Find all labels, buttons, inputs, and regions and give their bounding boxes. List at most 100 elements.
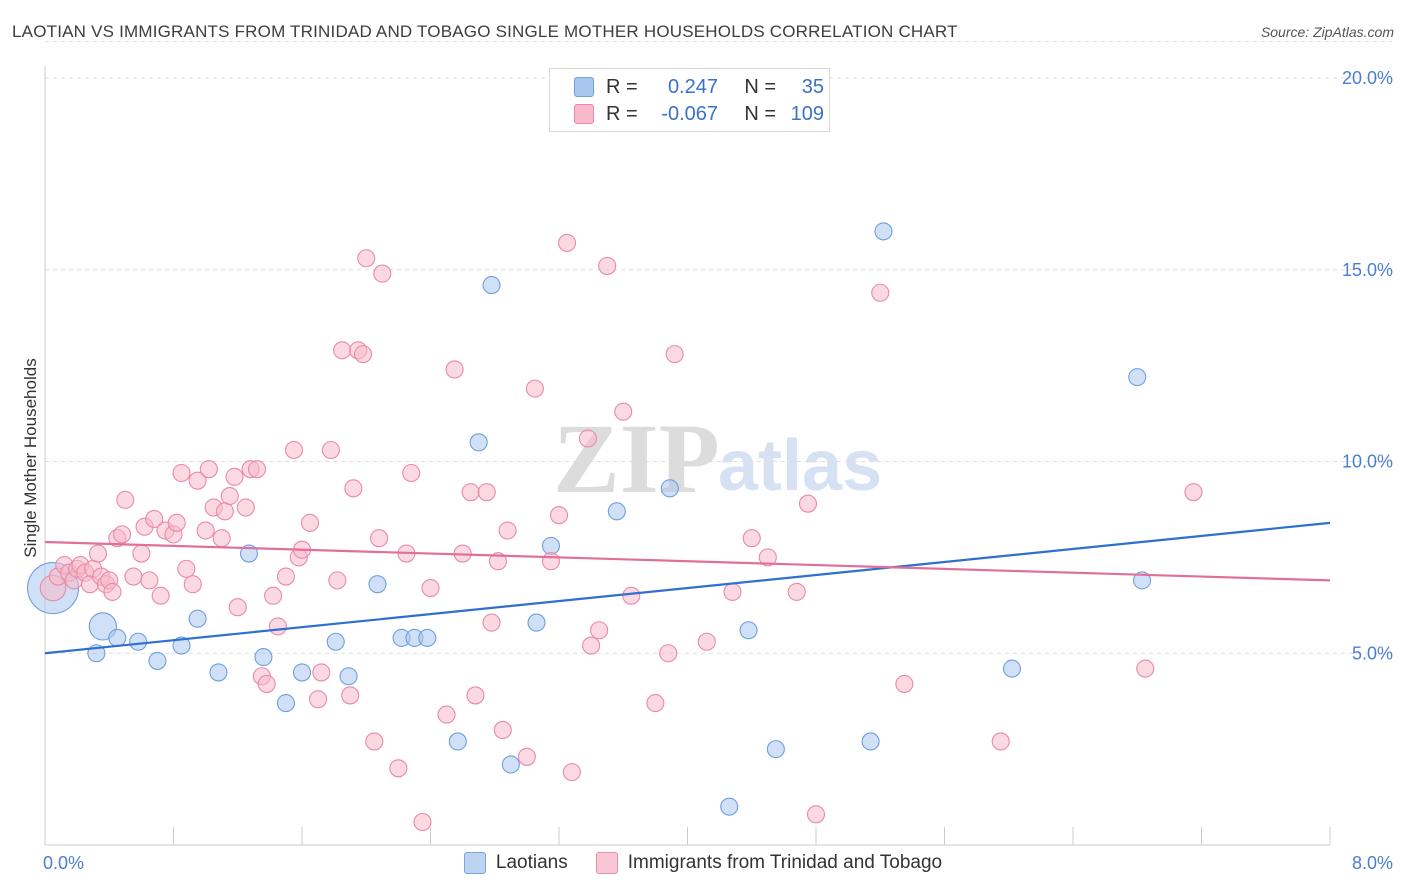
immigrants-point <box>188 471 207 490</box>
legend-r-value: -0.067 <box>661 102 718 125</box>
laotians-point <box>418 628 437 647</box>
immigrants-point <box>264 586 283 605</box>
immigrants-point <box>116 490 135 509</box>
immigrants-point <box>309 690 328 709</box>
immigrants-point <box>312 663 331 682</box>
immigrants-point <box>477 483 496 502</box>
immigrants-point <box>284 440 304 460</box>
immigrants-point <box>787 582 806 601</box>
series-label-laotians: Laotians <box>495 852 568 873</box>
immigrants-point <box>341 686 360 705</box>
legend-n-label: N = <box>744 75 776 98</box>
immigrants-point <box>124 567 143 586</box>
immigrants-point <box>1136 659 1155 678</box>
laotians-point <box>1128 368 1147 387</box>
laotians-point <box>874 222 893 241</box>
immigrants-point <box>562 763 581 782</box>
laotians-points <box>26 222 1152 816</box>
immigrants-point <box>1184 483 1203 502</box>
immigrants-point <box>557 233 577 252</box>
immigrants-point <box>798 494 818 513</box>
laotians-point <box>448 732 467 751</box>
series-swatch-laotians <box>463 852 486 874</box>
immigrants-point <box>389 759 408 778</box>
immigrants-point <box>177 559 196 578</box>
laotians-point <box>739 621 758 640</box>
immigrants-point <box>212 529 231 548</box>
immigrants-point <box>493 720 512 740</box>
laotians-point <box>368 575 387 594</box>
immigrants-point <box>196 521 215 540</box>
trend-lines <box>44 521 1331 655</box>
legend-r-value: 0.247 <box>667 75 718 98</box>
immigrants-point <box>353 345 373 364</box>
immigrants-point <box>541 552 561 571</box>
correlation-legend: R = 0.247 N = 35 R = -0.067 N = 109 <box>549 68 830 132</box>
laotians-point <box>326 632 345 651</box>
immigrants-trend-line <box>44 540 1331 582</box>
laotians-point <box>254 648 273 667</box>
laotians-point <box>276 694 295 713</box>
immigrants-point <box>236 498 255 517</box>
immigrants-point <box>268 617 287 636</box>
immigrants-point <box>145 509 164 529</box>
laotians-point <box>469 433 488 452</box>
laotians-trend-line <box>44 521 1331 655</box>
immigrants-point <box>659 644 678 663</box>
immigrants-point <box>167 513 186 532</box>
x-tick-label-min: 0.0% <box>43 853 84 873</box>
immigrants-point <box>437 705 456 724</box>
immigrants-point <box>365 732 384 751</box>
immigrants-points <box>39 233 1203 832</box>
immigrants-point <box>140 571 159 590</box>
immigrants-point <box>88 544 108 563</box>
laotians-point <box>1002 659 1022 678</box>
immigrants-point <box>247 460 267 479</box>
legend-r-label: R = <box>606 102 638 125</box>
immigrants-point <box>413 812 432 832</box>
series-legend: Laotians Immigrants from Trinidad and To… <box>0 852 1406 874</box>
series-label-immigrants: Immigrants from Trinidad and Tobago <box>627 852 943 873</box>
immigrants-point <box>421 579 440 598</box>
immigrants-point <box>220 486 239 506</box>
x-tick-label-max: 8.0% <box>1352 853 1393 873</box>
y-tick-label: 5.0% <box>1352 643 1393 663</box>
immigrants-point <box>225 467 244 486</box>
legend-n-label: N = <box>744 102 776 125</box>
legend-row-laotians: R = 0.247 N = 35 <box>574 74 824 100</box>
laotians-point <box>108 628 127 647</box>
laotians-point <box>292 663 312 682</box>
immigrants-point <box>228 598 247 617</box>
series-legend-immigrants: Immigrants from Trinidad and Tobago <box>595 852 943 874</box>
immigrants-point <box>328 571 347 590</box>
immigrants-point <box>183 575 202 594</box>
immigrants-point <box>300 513 320 532</box>
legend-swatch-immigrants <box>574 104 594 124</box>
immigrants-point <box>357 249 376 268</box>
immigrants-point <box>549 506 569 525</box>
immigrants-point <box>172 463 191 483</box>
laotians-point <box>501 755 520 774</box>
axes <box>44 66 1331 846</box>
immigrants-point <box>257 674 276 693</box>
immigrants-point <box>895 674 914 693</box>
source-label: Source: ZipAtlas.com <box>1260 24 1394 40</box>
immigrants-point <box>461 483 480 502</box>
immigrants-point <box>590 621 609 640</box>
immigrants-point <box>482 613 501 632</box>
immigrants-point <box>582 636 601 655</box>
laotians-point <box>148 651 167 670</box>
watermark-atlas: atlas <box>718 426 882 506</box>
laotians-point <box>541 536 561 555</box>
laotians-point <box>339 667 358 686</box>
laotians-point <box>766 740 785 759</box>
immigrants-point <box>103 582 122 601</box>
immigrants-point <box>665 345 684 364</box>
immigrants-point <box>373 264 392 283</box>
legend-n-value: 35 <box>801 75 824 98</box>
immigrants-point <box>697 632 716 651</box>
immigrants-point <box>742 529 761 548</box>
immigrants-point <box>498 521 517 540</box>
immigrants-point <box>871 283 890 302</box>
